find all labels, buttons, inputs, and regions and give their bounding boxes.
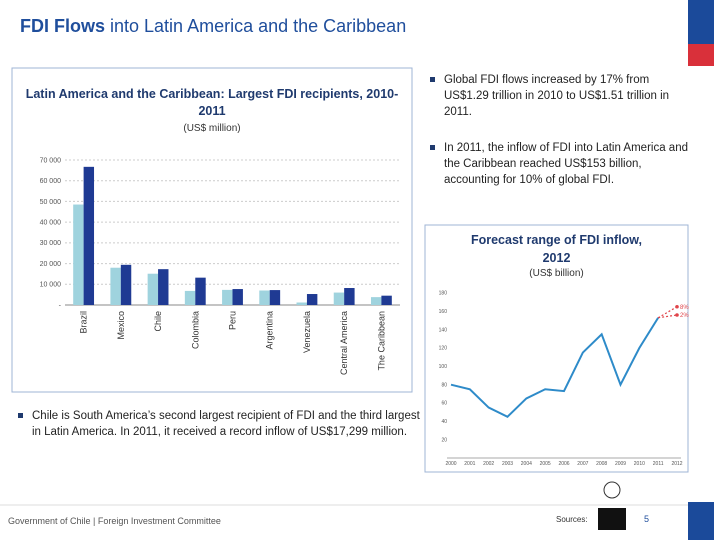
cepal-logo xyxy=(598,508,626,530)
x-tick-label: 2004 xyxy=(521,461,532,467)
bar xyxy=(83,166,95,305)
bar xyxy=(222,289,233,305)
y-tick-label: 20 000 xyxy=(40,261,62,268)
y-tick-label: 70 000 xyxy=(40,157,62,164)
series-label: 2% xyxy=(680,313,689,319)
bar xyxy=(147,273,159,305)
bar xyxy=(381,295,392,305)
x-tick-label: 2007 xyxy=(577,461,588,467)
bar xyxy=(269,290,281,305)
x-tick-label: Brazil xyxy=(79,311,89,334)
y-tick-label: 100 xyxy=(439,364,448,370)
y-tick-label: 60 000 xyxy=(40,178,62,185)
x-tick-label: 2000 xyxy=(445,461,456,467)
bar xyxy=(232,289,243,305)
y-tick-label: 180 xyxy=(439,291,448,297)
sources: Sources: xyxy=(556,515,588,524)
bar xyxy=(306,294,318,305)
line-chart-title: Forecast range of FDI inflow, 2012 xyxy=(470,233,643,265)
bar xyxy=(296,302,307,305)
x-tick-label: 2002 xyxy=(483,461,494,467)
bar xyxy=(73,204,84,305)
x-tick-label: 2009 xyxy=(615,461,626,467)
line-chart-frame xyxy=(424,224,689,473)
bar-chart-title: Latin America and the Caribbean: Largest… xyxy=(25,87,399,118)
y-tick-label: 40 xyxy=(441,419,447,425)
y-tick-label: 160 xyxy=(439,309,448,315)
title-rest: into Latin America and the Caribbean xyxy=(110,16,406,36)
y-tick-label: 40 000 xyxy=(40,219,62,226)
x-tick-label: 2008 xyxy=(596,461,607,467)
flag-blue xyxy=(688,0,714,44)
y-tick-label: - xyxy=(59,302,62,309)
x-tick-label: 2005 xyxy=(540,461,551,467)
x-tick-label: 2006 xyxy=(558,461,569,467)
bar-chart-subtitle: (US$ million) xyxy=(183,123,241,134)
line xyxy=(658,314,678,319)
y-tick-label: 60 xyxy=(441,401,447,407)
x-tick-label: Peru xyxy=(228,311,238,330)
bullet: In 2011, the inflow of FDI into Latin Am… xyxy=(430,140,694,188)
x-tick-label: Argentina xyxy=(265,311,275,350)
y-tick-label: 30 000 xyxy=(40,240,62,247)
bar xyxy=(195,277,206,305)
bar xyxy=(370,297,382,305)
un-logo xyxy=(603,481,621,499)
bar xyxy=(259,290,270,305)
flag-red xyxy=(688,44,714,66)
end-dot xyxy=(675,313,679,317)
x-tick-label: Colombia xyxy=(190,311,200,349)
end-dot xyxy=(675,304,679,309)
slide-title: FDI Flows into Latin America and the Car… xyxy=(20,16,406,36)
x-tick-label: Chile xyxy=(153,311,163,332)
bar xyxy=(158,269,169,305)
y-tick-label: 20 xyxy=(441,437,447,443)
bar-chart-frame xyxy=(11,67,413,393)
flag-blue-bottom xyxy=(688,502,714,540)
y-tick-label: 10 000 xyxy=(40,282,62,289)
bar xyxy=(184,290,196,305)
x-tick-label: 2010 xyxy=(634,461,645,467)
title-bold: FDI Flows xyxy=(20,16,105,36)
x-tick-label: 2012 xyxy=(671,461,682,467)
page-number: 5 xyxy=(644,514,649,524)
series-label: 8% xyxy=(680,305,689,311)
y-tick-label: 50 000 xyxy=(40,199,62,206)
x-tick-label: The Caribbean xyxy=(376,311,386,371)
x-tick-label: Mexico xyxy=(116,311,126,340)
bullet: Global FDI flows increased by 17% from U… xyxy=(430,72,694,120)
bullet: Chile is South America’s second largest … xyxy=(18,408,424,440)
y-tick-label: 120 xyxy=(439,346,448,352)
x-tick-label: 2011 xyxy=(653,461,664,467)
bar xyxy=(333,292,345,305)
x-tick-label: Central America xyxy=(339,311,349,375)
x-tick-label: 2003 xyxy=(502,461,513,467)
y-tick-label: 80 xyxy=(441,382,447,388)
x-tick-label: Venezuela xyxy=(302,311,312,353)
footer: Government of Chile | Foreign Investment… xyxy=(8,516,221,526)
line-chart-subtitle: (US$ billion) xyxy=(529,268,584,279)
bar xyxy=(110,267,121,305)
line xyxy=(450,317,660,418)
bar xyxy=(120,264,132,305)
y-tick-label: 140 xyxy=(439,327,448,333)
bar xyxy=(344,288,355,305)
x-tick-label: 2001 xyxy=(464,461,475,467)
